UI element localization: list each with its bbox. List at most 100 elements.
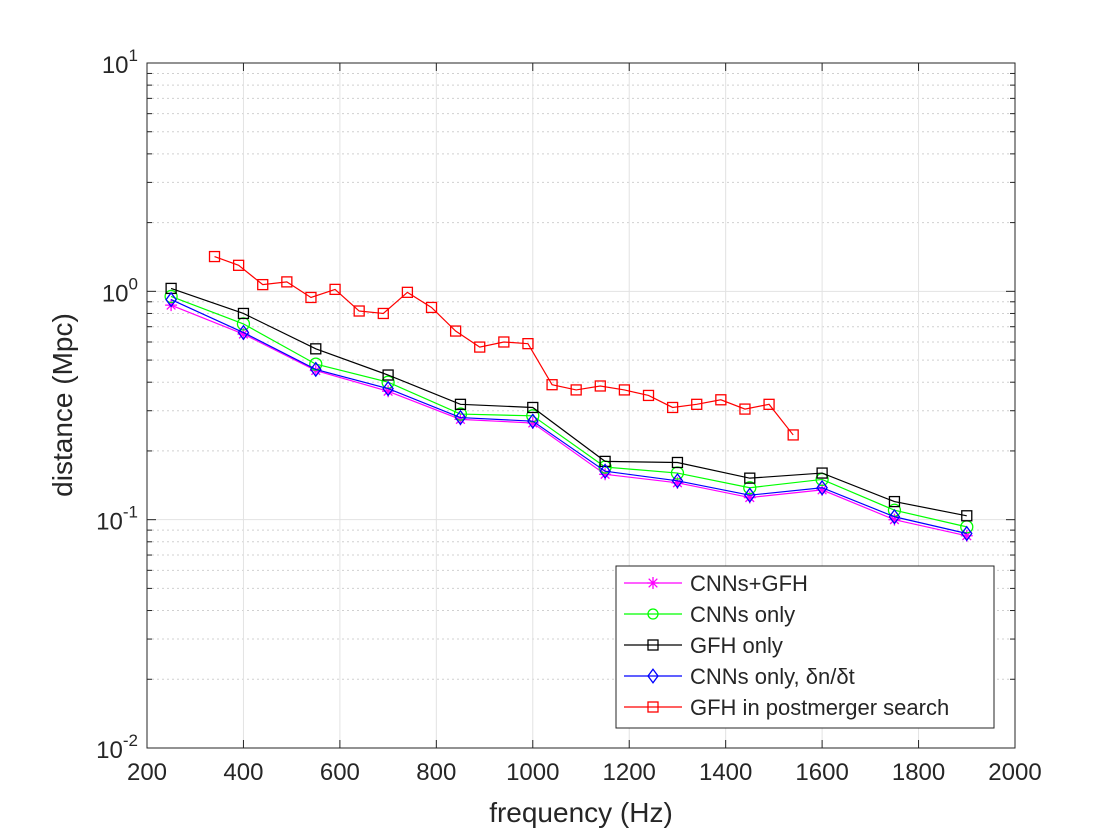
data-point <box>453 407 468 421</box>
data-point <box>454 413 467 426</box>
y-tick-label: 10-1 <box>96 503 138 536</box>
x-tick-label: 1600 <box>795 759 848 786</box>
legend-label: CNNs only <box>690 602 795 627</box>
data-point <box>454 409 467 426</box>
data-point <box>237 324 250 341</box>
data-point <box>449 325 462 337</box>
data-point <box>888 513 901 526</box>
legend-marker <box>647 608 659 620</box>
data-point <box>671 472 684 489</box>
data-point <box>237 328 250 341</box>
series-layer <box>164 250 974 542</box>
x-tick-label: 200 <box>127 759 167 786</box>
legend-marker <box>647 577 659 589</box>
series-4 <box>165 291 973 542</box>
data-point <box>526 417 539 430</box>
x-tick-label: 1800 <box>892 759 945 786</box>
x-tick-label: 800 <box>416 759 456 786</box>
data-point <box>281 276 293 288</box>
legend-entry: CNNs+GFH <box>624 571 808 596</box>
data-point <box>743 491 756 504</box>
data-point <box>888 508 901 525</box>
data-point <box>570 384 582 396</box>
data-point <box>744 472 756 484</box>
data-point <box>522 338 534 350</box>
legend-marker <box>647 701 659 713</box>
data-point <box>960 529 973 542</box>
ticks <box>146 62 1016 749</box>
y-axis-label: distance (Mpc) <box>47 313 78 497</box>
data-point <box>888 495 901 508</box>
series-line <box>170 299 967 535</box>
data-point <box>599 468 612 481</box>
data-point <box>401 286 414 298</box>
data-point <box>329 283 341 296</box>
x-axis-label: frequency (Hz) <box>489 797 673 828</box>
data-point <box>257 278 269 291</box>
data-point <box>377 307 389 320</box>
data-point <box>232 259 245 271</box>
legend-box <box>615 565 995 729</box>
data-point <box>739 403 751 415</box>
y-tick-label: 101 <box>102 46 138 79</box>
x-tick-labels: 200 400 600 800 1000 1200 1400 1600 1800 2000 <box>127 759 1042 786</box>
data-point <box>816 483 829 496</box>
y-tick-label: 10-2 <box>96 731 138 764</box>
data-point <box>816 467 828 479</box>
legend-entry: CNNs only, δn/δt <box>624 664 855 689</box>
x-tick-label: 1400 <box>699 759 752 786</box>
series-5 <box>208 250 799 441</box>
data-point <box>691 398 703 410</box>
data-point <box>743 481 757 495</box>
data-point <box>671 476 684 489</box>
data-point <box>425 301 438 314</box>
x-tick-label: 2000 <box>988 759 1041 786</box>
series-line <box>170 287 967 517</box>
legend-label: GFH in postmerger search <box>690 695 949 720</box>
legend-label: GFH only <box>690 633 783 658</box>
legend-entry: GFH in postmerger search <box>624 695 949 720</box>
series-line <box>214 255 794 436</box>
x-tick-label: 600 <box>320 759 360 786</box>
data-point <box>382 385 395 398</box>
data-point <box>382 369 394 381</box>
data-point <box>353 305 365 317</box>
data-point <box>546 379 558 391</box>
data-point <box>237 307 250 320</box>
y-tick-labels: 10-2 10-1 100 101 <box>96 46 138 764</box>
data-point <box>526 413 539 430</box>
plot-frame <box>146 62 1016 749</box>
data-point <box>305 291 317 304</box>
legend-entry: GFH only <box>624 633 783 658</box>
data-point <box>309 357 323 371</box>
x-tick-label: 1200 <box>603 759 656 786</box>
data-point <box>743 487 756 504</box>
x-tick-label: 1000 <box>506 759 559 786</box>
data-point <box>618 384 631 396</box>
data-point <box>165 291 177 308</box>
data-point <box>594 380 606 392</box>
series-line <box>170 304 967 537</box>
legend: CNNs+GFH CNNs only GFH only CNNs only, δn/δ… <box>615 565 995 729</box>
data-point <box>599 463 611 480</box>
data-point <box>208 250 221 263</box>
series-line <box>170 295 967 528</box>
data-point <box>527 401 539 414</box>
legend-label: CNNs only, δn/δt <box>690 664 855 689</box>
data-point <box>961 510 973 522</box>
data-point <box>498 336 510 348</box>
legend-label: CNNs+GFH <box>690 571 808 596</box>
data-point <box>309 361 322 378</box>
data-point <box>164 289 178 304</box>
data-point <box>715 394 727 406</box>
data-point <box>763 398 775 410</box>
legend-marker <box>647 668 659 684</box>
data-point <box>454 398 467 410</box>
legend-entry: CNNs only <box>624 602 795 627</box>
data-point <box>816 479 828 496</box>
data-point <box>165 299 178 312</box>
legend-marker <box>647 639 659 651</box>
data-point <box>666 401 679 414</box>
data-point <box>671 456 684 469</box>
